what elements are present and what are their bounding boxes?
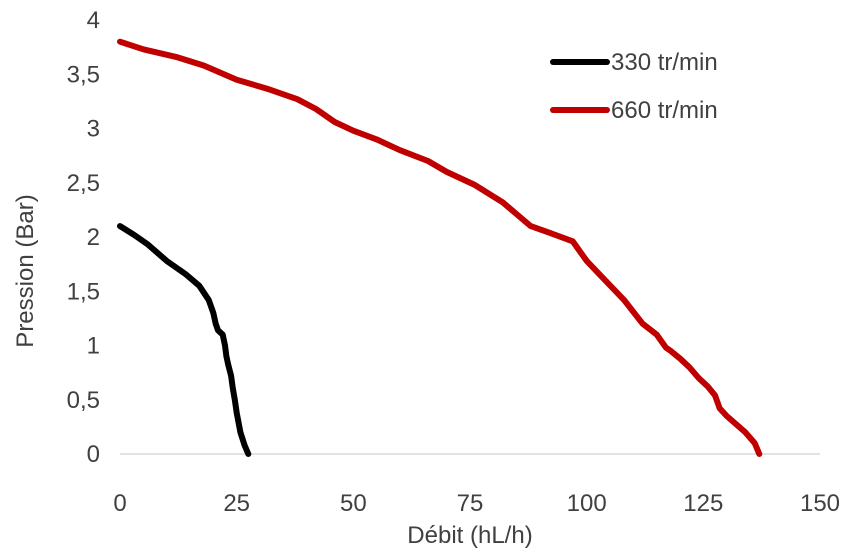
series-lines xyxy=(117,38,763,457)
y-tick-label: 2 xyxy=(87,224,100,251)
x-tick-label: 25 xyxy=(223,490,250,517)
series-line-2 xyxy=(117,38,763,457)
legend: 330 tr/min 660 tr/min xyxy=(550,49,718,124)
y-axis-title: Pression (Bar) xyxy=(12,194,39,347)
x-tick-label: 150 xyxy=(800,490,840,517)
series-line-1 xyxy=(117,223,252,457)
y-tick-label: 3 xyxy=(87,116,100,143)
y-tick-label: 3,5 xyxy=(67,61,100,88)
y-tick-label: 4 xyxy=(87,7,100,34)
x-axis-title: Débit (hL/h) xyxy=(407,522,532,549)
x-tick-label: 0 xyxy=(113,490,126,517)
y-tick-label: 0 xyxy=(87,441,100,468)
y-tick-label: 1 xyxy=(87,333,100,360)
legend-label-1: 330 tr/min xyxy=(611,49,718,76)
x-tick-label: 100 xyxy=(567,490,607,517)
y-tick-label: 2,5 xyxy=(67,170,100,197)
x-tick-label: 75 xyxy=(457,490,484,517)
x-axis-tick-labels: 0 25 50 75 100 125 150 xyxy=(113,490,840,517)
legend-label-2: 660 tr/min xyxy=(611,97,718,124)
x-tick-label: 50 xyxy=(340,490,367,517)
y-axis-tick-labels: 0 0,5 1 1,5 2 2,5 3 3,5 4 xyxy=(67,7,100,468)
y-tick-label: 0,5 xyxy=(67,387,100,414)
y-tick-label: 1,5 xyxy=(67,278,100,305)
x-tick-label: 125 xyxy=(683,490,723,517)
